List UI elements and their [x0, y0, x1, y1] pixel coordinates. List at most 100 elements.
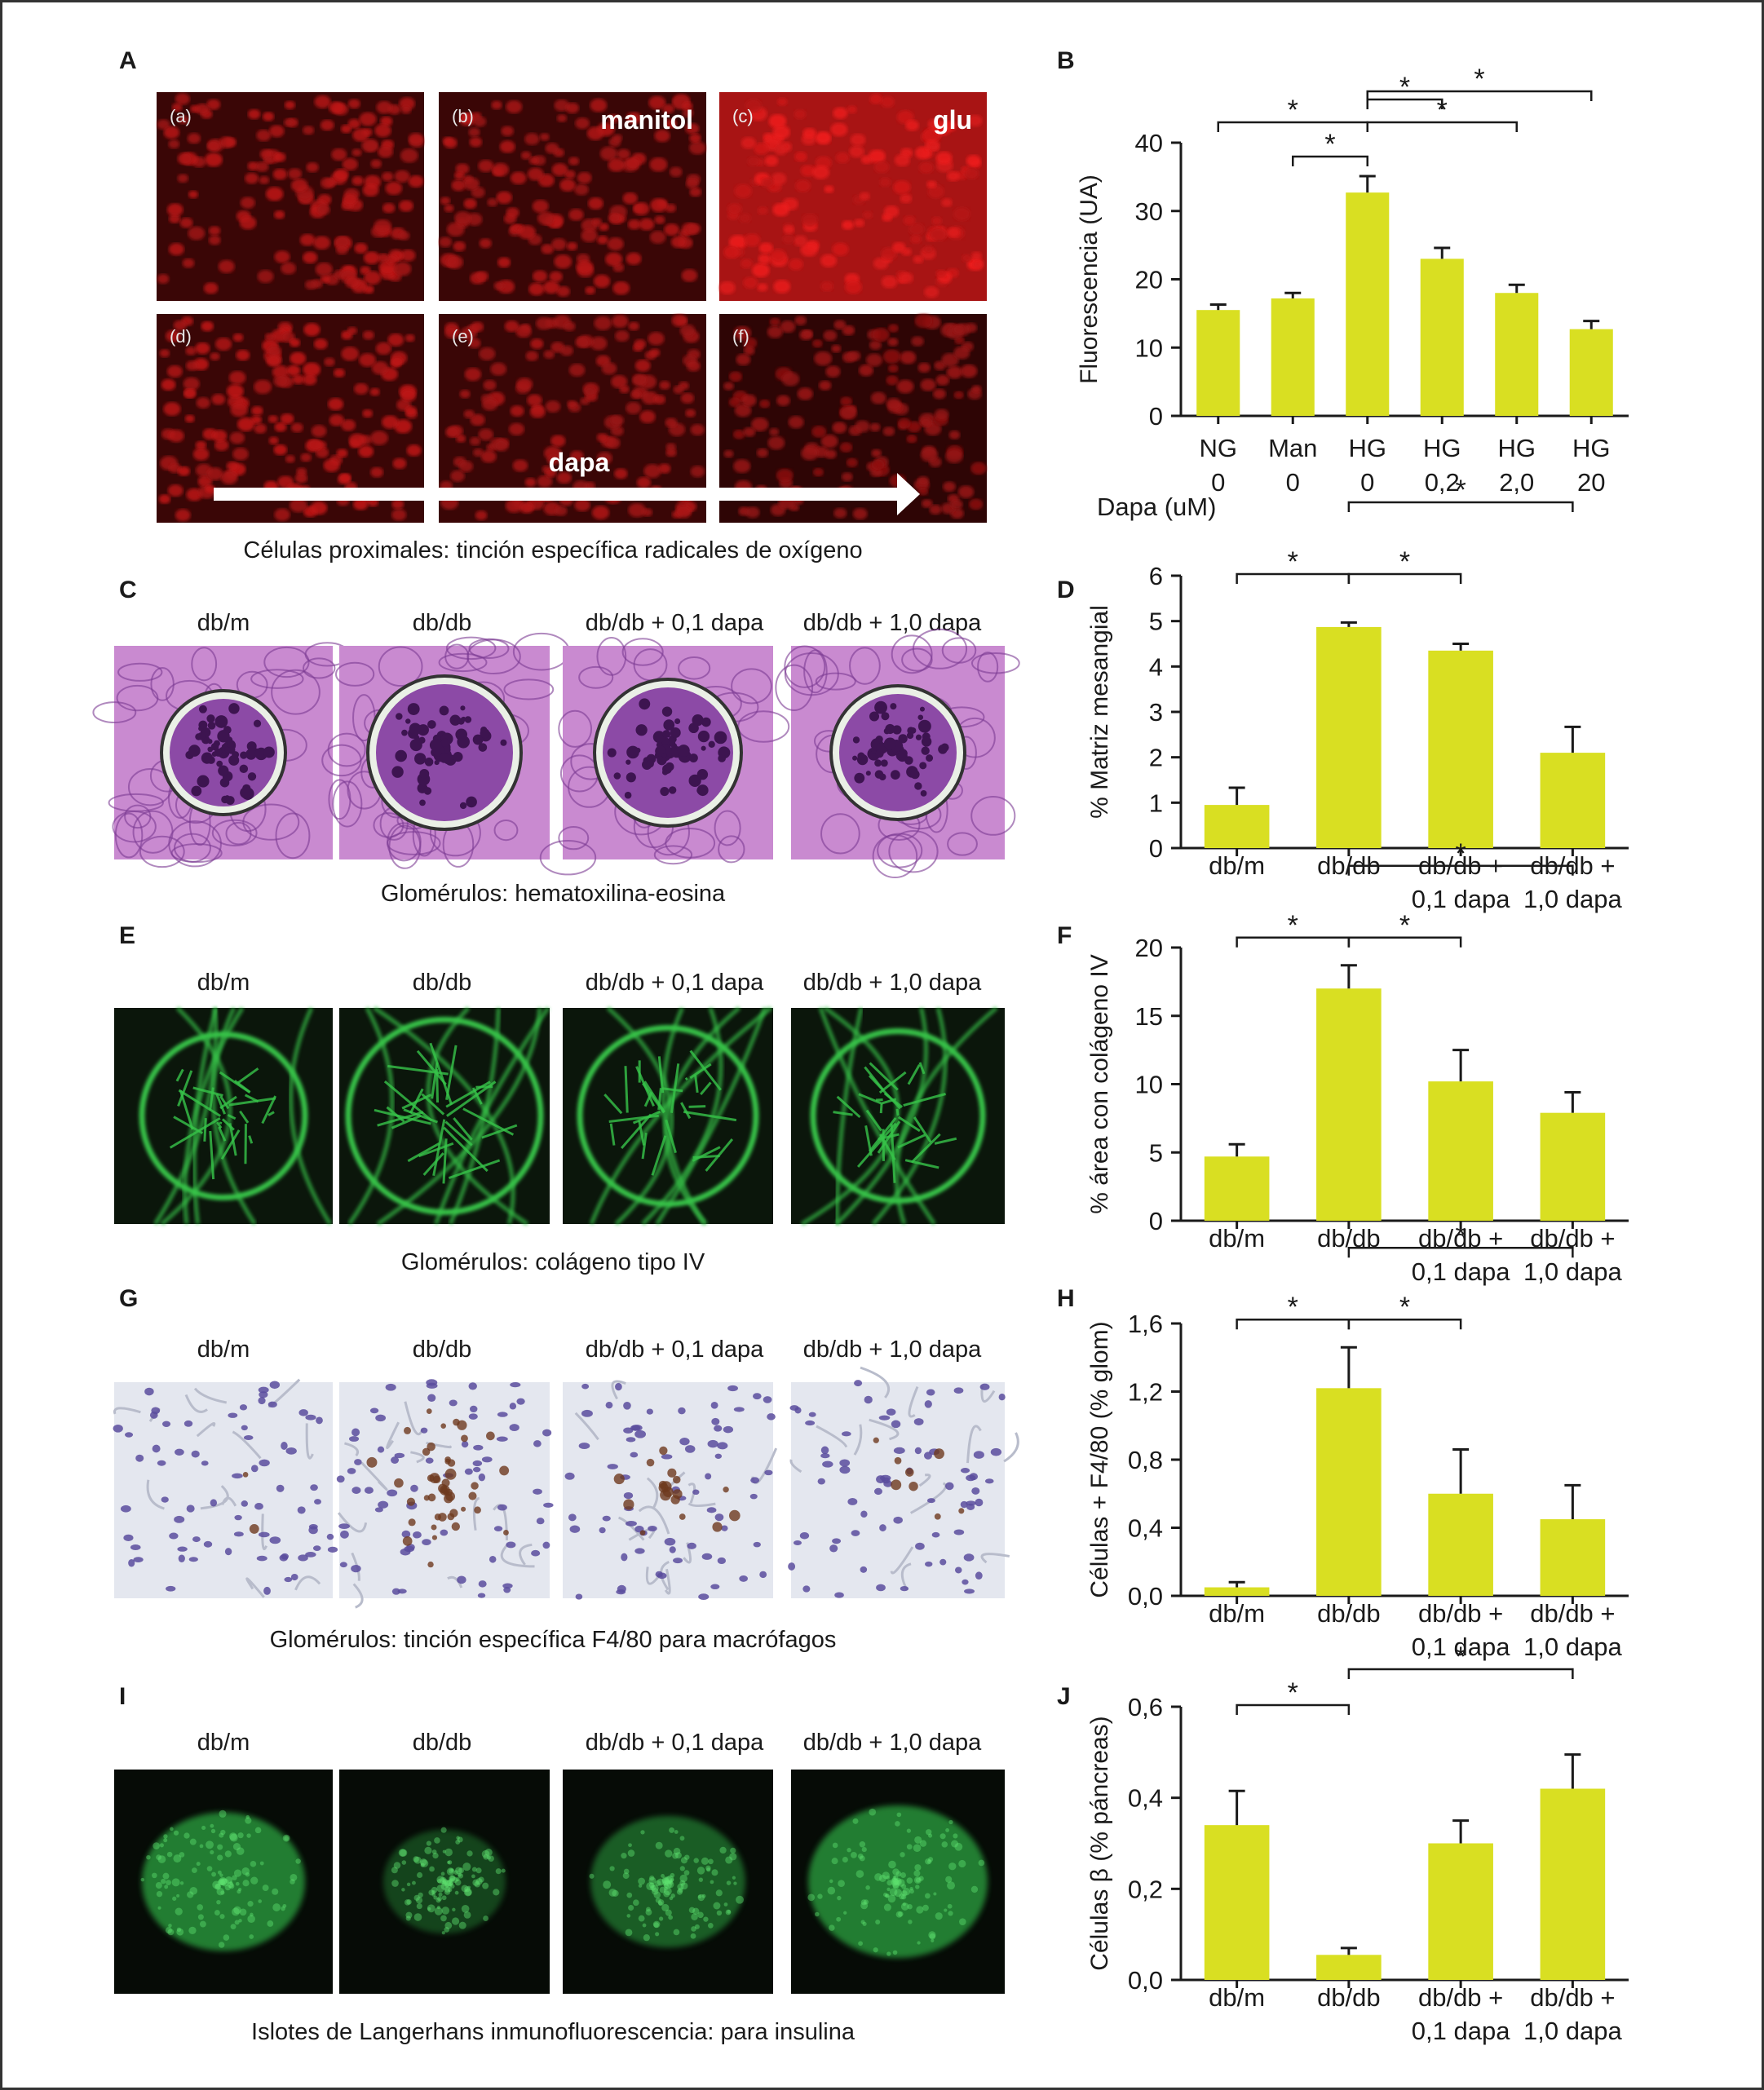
- x-tick-label: db/m: [1209, 1983, 1265, 2012]
- ros-tile-b: (b) manitol: [439, 92, 706, 301]
- panel-letter-d: D: [1057, 577, 1075, 603]
- x-tick-label: db/db +: [1530, 1599, 1615, 1628]
- y-tick-label: 5: [1149, 608, 1163, 636]
- y-tick-label: 0: [1149, 834, 1163, 863]
- significance-bracket: [1292, 155, 1368, 166]
- panel-letter-h: H: [1057, 1285, 1075, 1312]
- y-axis-label: Células + F4/80 (% glom): [1086, 1321, 1113, 1597]
- bar: [1271, 298, 1315, 416]
- significance-star: *: [1399, 72, 1410, 103]
- group-label: db/m: [197, 970, 250, 996]
- micrograph-tile: [791, 1770, 1005, 1994]
- ros-tile-a: (a): [157, 92, 424, 301]
- significance-star: *: [1399, 1292, 1410, 1323]
- x-tick-label: db/db +: [1418, 1983, 1503, 2012]
- significance-bracket: [1236, 1703, 1351, 1715]
- micrograph-tile: [563, 1006, 773, 1226]
- bar: [1420, 258, 1464, 416]
- group-label: db/db: [413, 1337, 472, 1363]
- y-tick-label: 0,8: [1128, 1446, 1163, 1474]
- y-tick-label: 0: [1149, 402, 1163, 431]
- y-tick-label: 10: [1135, 334, 1163, 362]
- y-tick-label: 1,2: [1128, 1378, 1163, 1407]
- bar: [1204, 1825, 1270, 1980]
- bar: [1346, 192, 1390, 416]
- x-tick-label: db/db +: [1530, 1983, 1615, 2012]
- bar: [1569, 329, 1613, 416]
- micrograph-tile: [775, 628, 1020, 879]
- x-tick-label: db/db +: [1418, 1599, 1503, 1628]
- chart-j: 0,0 0,2 0,4 0,6 db/m db/db db/db + 0,1 dapa db/d…: [1086, 1642, 1629, 2045]
- panel-i-labels: db/m db/db db/db + 0,1 dapa db/db + 1,0 …: [197, 1730, 982, 1756]
- panel-a-caption: Células proximales: tinción específica r…: [243, 537, 862, 563]
- y-tick-label: 0,4: [1128, 1514, 1163, 1543]
- group-label: db/db + 0,1 dapa: [586, 970, 764, 996]
- ros-tile-c: (c) glu: [718, 92, 987, 301]
- y-tick-label: 4: [1149, 652, 1163, 681]
- micrograph-tile: [339, 1005, 550, 1226]
- y-tick-label: 10: [1135, 1071, 1163, 1099]
- panel-e-images: [114, 1005, 1005, 1226]
- x-tick-label: db/m: [1209, 1224, 1265, 1253]
- x-tick-label: 0: [1211, 468, 1225, 497]
- significance-star: *: [1456, 838, 1466, 869]
- x-tick-label: db/m: [1209, 851, 1265, 880]
- significance-bracket: [1366, 90, 1593, 101]
- x-tick-label: db/db: [1317, 1599, 1381, 1628]
- x-tick-label: HG: [1349, 434, 1387, 462]
- x-tick-label: 1,0 dapa: [1523, 1633, 1622, 1661]
- y-tick-label: 3: [1149, 698, 1163, 727]
- significance-bracket: [1366, 121, 1518, 132]
- x-tick-label: 0,1 dapa: [1412, 885, 1510, 913]
- chart-h: 0,0 0,4 0,8 1,2 1,6 db/m db/db db/db + 0,1 dapa d…: [1086, 1220, 1629, 1661]
- panel-c-images: [92, 628, 1020, 879]
- x-tick-label: HG: [1423, 434, 1461, 462]
- significance-star: *: [1456, 1642, 1466, 1672]
- x-tick-label: db/m: [1209, 1599, 1265, 1628]
- y-axis-label: % Matriz mesangial: [1086, 605, 1113, 819]
- group-label: db/m: [197, 1730, 250, 1756]
- panel-letter-b: B: [1057, 47, 1075, 74]
- significance-star: *: [1399, 546, 1410, 577]
- bar: [1428, 650, 1493, 848]
- x-tick-label: 1,0 dapa: [1523, 885, 1622, 913]
- micrograph-tile: [92, 642, 351, 868]
- y-tick-label: 2: [1149, 744, 1163, 772]
- x-tick-label: NG: [1200, 434, 1238, 462]
- manitol-label: manitol: [600, 105, 693, 135]
- significance-bracket: [1347, 1246, 1574, 1258]
- bar: [1540, 1519, 1606, 1596]
- bar: [1428, 1843, 1493, 1980]
- micrograph-tile: [563, 1770, 773, 1994]
- dapa-arrow-label: dapa: [549, 448, 610, 477]
- x-tick-label: 2,0: [1499, 468, 1534, 497]
- bar: [1204, 1156, 1270, 1221]
- group-label: db/m: [197, 610, 250, 636]
- group-label: db/db: [413, 610, 472, 636]
- micrograph-tile: [539, 636, 790, 876]
- y-tick-label: 0,0: [1128, 1582, 1163, 1611]
- chart-b: 0 10 20 30 40 NG 0 Man 0 HG 0 HG 0,2 HG 2,0 HG 20 Fluores…: [1076, 64, 1629, 521]
- y-tick-label: 15: [1135, 1002, 1163, 1031]
- panel-letter-i: I: [119, 1683, 126, 1710]
- panel-letter-c: C: [119, 577, 137, 603]
- panel-c-labels: db/m db/db db/db + 0,1 dapa db/db + 1,0 …: [197, 610, 982, 636]
- panel-letter-j: J: [1057, 1683, 1071, 1710]
- micrograph-tile: [113, 1378, 338, 1598]
- panel-i-images: [114, 1770, 1005, 1994]
- svg-text:(a): (a): [170, 106, 192, 126]
- panel-letter-e: E: [119, 922, 135, 949]
- micrograph-tile: [114, 1006, 333, 1226]
- micrograph-tile: [114, 1770, 333, 1994]
- y-axis-label: Células β (% páncreas): [1086, 1716, 1113, 1970]
- significance-star: *: [1456, 1220, 1466, 1251]
- y-tick-label: 0,6: [1128, 1693, 1163, 1721]
- x-tick-label: 0: [1286, 468, 1300, 497]
- panel-letter-g: G: [119, 1285, 138, 1312]
- svg-text:(e): (e): [452, 326, 474, 347]
- x-tick-label: 0: [1360, 468, 1374, 497]
- group-label: db/db + 1,0 dapa: [803, 1730, 982, 1756]
